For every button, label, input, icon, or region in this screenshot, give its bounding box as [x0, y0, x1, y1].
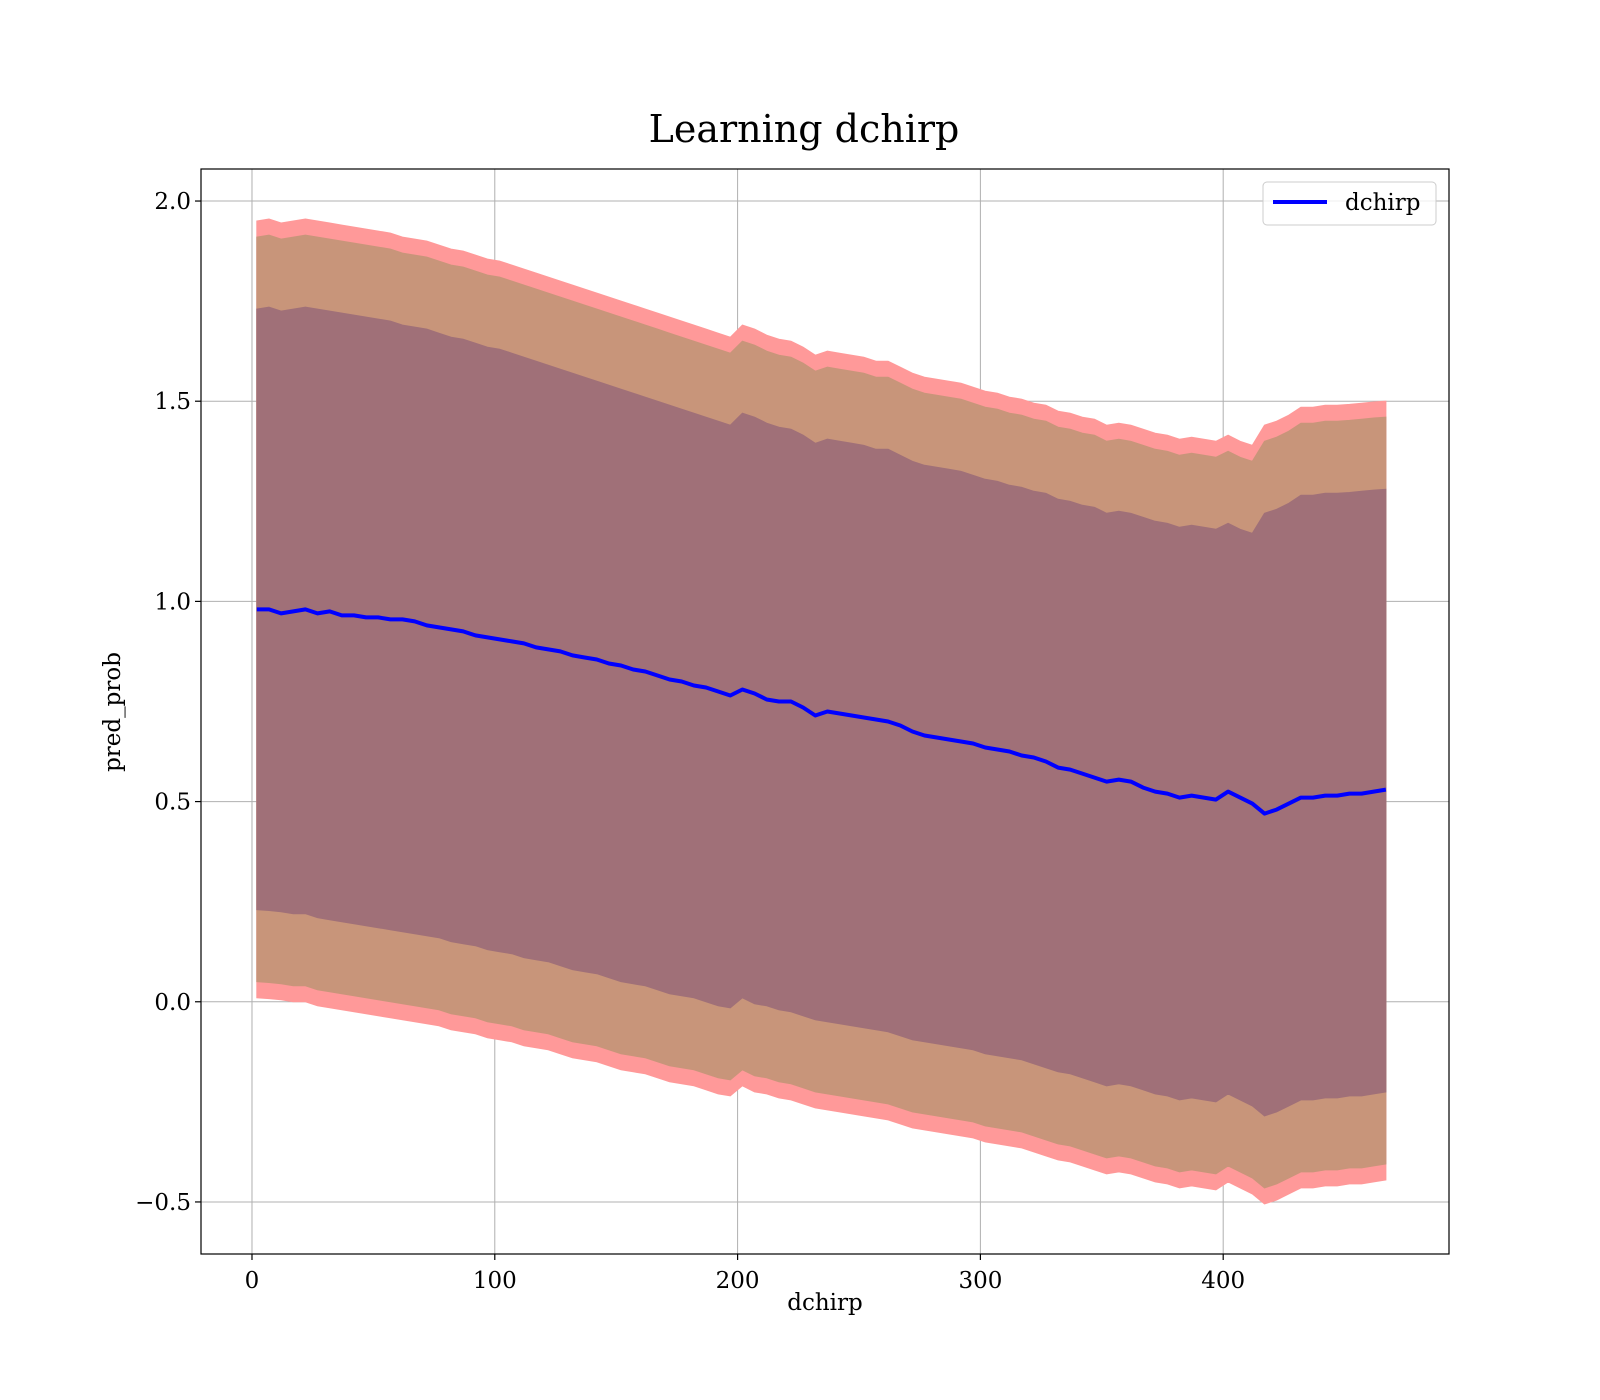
- y-tick-label-4: 1.5: [154, 389, 191, 415]
- chart-title: Learning dchirp: [649, 107, 960, 151]
- x-tick-label-2: 200: [716, 1268, 760, 1294]
- x-tick-label-1: 100: [473, 1268, 517, 1294]
- y-tick-label-2: 0.5: [154, 790, 191, 816]
- x-axis-label: dchirp: [787, 1290, 863, 1316]
- y-tick-label-0: −0.5: [135, 1190, 191, 1216]
- y-tick-label-3: 1.0: [154, 589, 191, 615]
- x-tick-label-3: 300: [958, 1268, 1002, 1294]
- y-tick-label-1: 0.0: [154, 990, 191, 1016]
- legend-box: [1262, 181, 1437, 226]
- axis-ticks: 0 100 200 300 400 −0.5 0.0 0.5 1.0 1.5 2.0: [135, 189, 1245, 1294]
- y-tick-label-5: 2.0: [154, 189, 191, 215]
- y-axis-label: pred_prob: [100, 652, 126, 772]
- legend: dchirp: [1262, 181, 1437, 226]
- x-tick-label-4: 400: [1201, 1268, 1245, 1294]
- plot-frame: [200, 168, 1450, 1255]
- x-tick-label-0: 0: [245, 1268, 260, 1294]
- series-lines: [256, 607, 1387, 816]
- legend-label-dchirp: dchirp: [1345, 190, 1421, 216]
- series-line-dchirp: [256, 607, 1387, 816]
